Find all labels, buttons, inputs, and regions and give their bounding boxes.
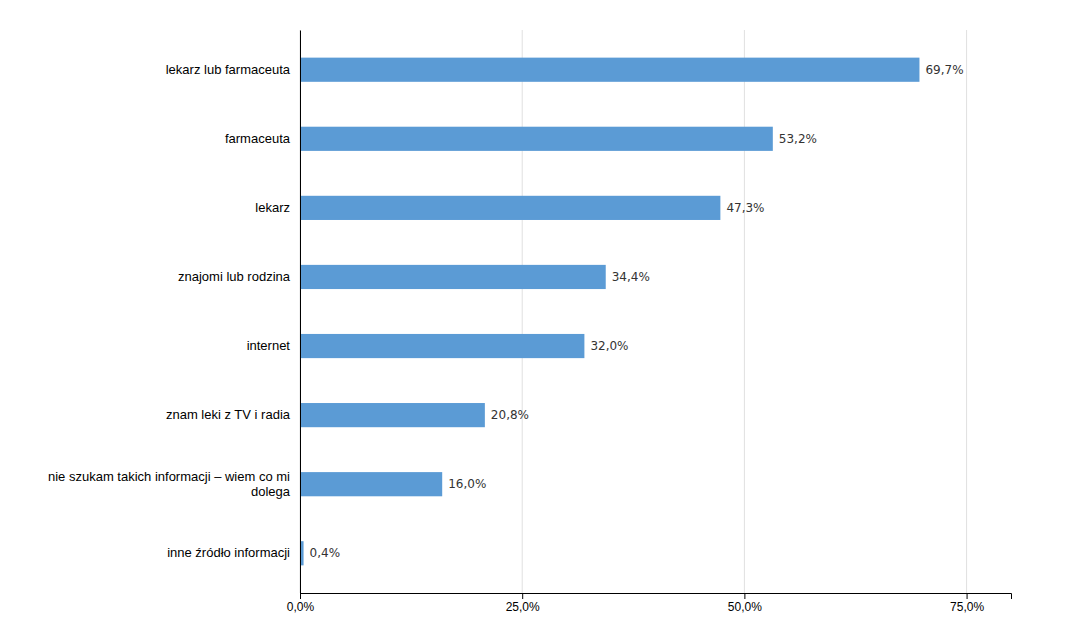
x-tick-mark [967, 593, 968, 599]
x-tick: 0,0% [287, 593, 315, 614]
bar [300, 58, 919, 82]
grid-line [300, 30, 301, 593]
y-tick-label: znam leki z TV i radia [166, 407, 291, 422]
y-tick-label: nie szukam takich informacji – wiem co m… [48, 469, 291, 500]
data-label: 69,7% [925, 63, 963, 77]
x-tick: 50,0% [728, 593, 762, 614]
data-label: 32,0% [590, 339, 628, 353]
x-tick-label: 25,0% [506, 600, 540, 614]
data-label: 0,4% [310, 546, 341, 560]
y-tick-label-line: nie szukam takich informacji – wiem co m… [48, 469, 290, 484]
bar [300, 403, 485, 427]
y-tick-label: internet [247, 338, 291, 353]
x-tick: 75,0% [950, 593, 984, 614]
y-axis-line [300, 31, 301, 594]
y-tick: farmaceuta [225, 131, 291, 146]
y-tick: internet [247, 338, 291, 353]
x-axis: 0,0% 25,0% 50,0% 75,0% [287, 593, 1012, 614]
data-label: 34,4% [612, 270, 650, 284]
x-tick-label: 50,0% [728, 600, 762, 614]
data-label: 53,2% [779, 132, 817, 146]
x-tick-label: 75,0% [950, 600, 984, 614]
y-tick-label: lekarz lub farmaceuta [166, 62, 291, 77]
bars [300, 58, 919, 566]
data-label: 16,0% [448, 477, 486, 491]
y-tick: inne źródło informacji [167, 545, 290, 560]
y-tick: znam leki z TV i radia [166, 407, 291, 422]
plot-area: 0,0% 25,0% 50,0% 75,0% inne źródło informacj… [48, 30, 1012, 614]
x-tick-label: 0,0% [287, 600, 315, 614]
y-tick-label: lekarz [255, 200, 290, 215]
y-tick: lekarz lub farmaceuta [166, 62, 291, 77]
grid-line [744, 30, 745, 593]
y-tick-label: znajomi lub rodzina [178, 269, 291, 284]
data-label: 47,3% [726, 201, 764, 215]
x-tick-mark [300, 593, 301, 599]
y-tick: znajomi lub rodzina [178, 269, 291, 284]
y-tick-label: inne źródło informacji [167, 545, 290, 560]
grid [300, 30, 967, 593]
x-axis-line [301, 594, 1012, 600]
bar [300, 334, 584, 358]
chart: 0,0% 25,0% 50,0% 75,0% inne źródło informacj… [0, 0, 1091, 643]
data-label: 20,8% [491, 408, 529, 422]
y-axis: inne źródło informacji nie szukam takich … [48, 31, 301, 594]
bar [300, 127, 773, 151]
x-tick-mark [744, 593, 745, 599]
data-labels: 0,4% 16,0% 20,8% 32,0% 34,4% 47,3% 53,2% 69,7% [310, 63, 964, 561]
bar [300, 196, 720, 220]
x-tick-mark [522, 593, 523, 599]
bar [300, 265, 606, 289]
grid-line [966, 30, 967, 593]
y-tick-label: farmaceuta [225, 131, 291, 146]
grid-line [522, 30, 523, 593]
bar [300, 472, 442, 496]
x-tick: 25,0% [506, 593, 540, 614]
y-tick-label-line: dolega [251, 484, 291, 499]
y-tick: nie szukam takich informacji – wiem co m… [48, 469, 291, 500]
y-tick: lekarz [255, 200, 290, 215]
